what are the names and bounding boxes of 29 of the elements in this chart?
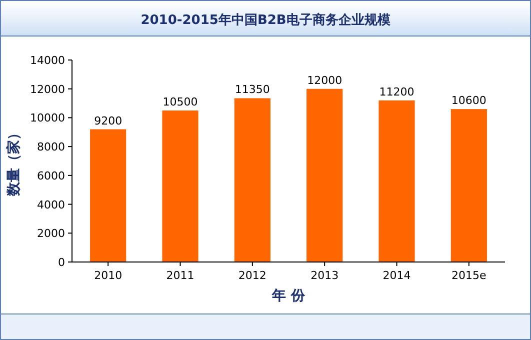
bar: [234, 98, 270, 262]
y-tick-label: 8000: [37, 140, 65, 154]
x-tick-label: 2011: [166, 269, 194, 282]
y-tick-label: 12000: [30, 82, 65, 96]
bar: [306, 88, 343, 262]
data-label: 10500: [162, 96, 198, 108]
y-tick-label: 2000: [37, 227, 65, 240]
bar: [90, 129, 126, 262]
x-axis-title: 年 份: [271, 288, 306, 304]
data-label: 11350: [234, 83, 270, 96]
data-label: 12000: [307, 74, 342, 87]
y-tick-label: 4000: [37, 198, 65, 212]
x-tick-label: 2012: [238, 269, 266, 282]
data-label: 10600: [451, 94, 486, 108]
chart-title: 2010-2015年中国B2B电子商务企业规模: [140, 12, 390, 28]
y-tick-label: 0: [58, 256, 65, 269]
x-tick-label: 2013: [310, 269, 339, 282]
y-axis-title: 数量（家）: [5, 126, 22, 197]
data-label: 9200: [94, 114, 122, 128]
bar: [450, 109, 487, 262]
x-tick-label: 2014: [382, 269, 411, 282]
y-tick-label: 6000: [37, 169, 65, 182]
y-tick-label: 10000: [30, 112, 65, 125]
bar: [162, 110, 198, 262]
bar: [378, 100, 415, 262]
x-tick-label: 2010: [94, 269, 122, 282]
data-label: 11200: [379, 85, 414, 98]
y-tick-label: 14000: [30, 54, 65, 67]
x-tick-label: 2015e: [452, 269, 487, 282]
